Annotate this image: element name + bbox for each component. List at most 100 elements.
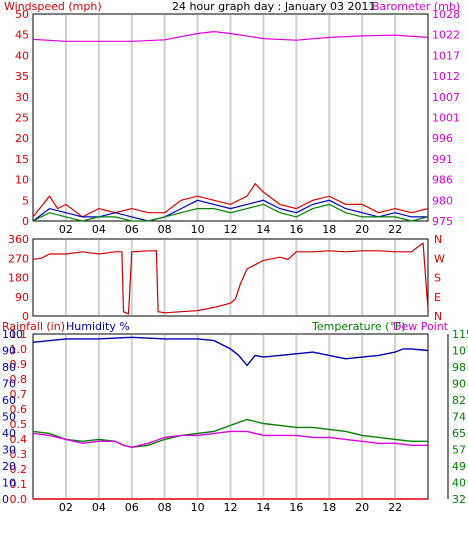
barometer-tick-label: 1001 (432, 112, 460, 125)
barometer-tick-label: 1012 (432, 70, 460, 83)
humidity-x-tick-label: 18 (322, 501, 336, 514)
barometer-tick-label: 986 (432, 174, 453, 187)
humidity-tick-label: 30 (2, 444, 16, 457)
rainfall-label: Rainfall (in) (2, 320, 65, 333)
rainfall-tick-label: 0.3 (10, 448, 28, 461)
windspeed-tick-label: 35 (15, 70, 29, 83)
wind-x-tick-label: 04 (92, 223, 106, 236)
rainfall-tick-label: 0.9 (10, 358, 28, 371)
temperature-tick-label: 65 (452, 427, 466, 440)
rainfall-tick-label: 0.8 (10, 373, 28, 386)
windspeed-tick-label: 20 (15, 132, 29, 145)
wind-x-tick-label: 20 (355, 223, 369, 236)
barometer-tick-label: 1028 (432, 8, 460, 21)
humidity-tick-label: 90 (2, 345, 16, 358)
barometer-tick-label: 1007 (432, 91, 460, 104)
windspeed-tick-label: 45 (15, 29, 29, 42)
humidity-tick-label: 80 (2, 361, 16, 374)
humidity-tick-label: 20 (2, 460, 16, 473)
windspeed-tick-label: 5 (22, 194, 29, 207)
humidity-x-tick-label: 08 (158, 501, 172, 514)
temperature-line (32, 418, 428, 449)
rainfall-tick-label: 0.6 (10, 403, 28, 416)
barometer-tick-label: 975 (432, 215, 453, 228)
temperature-tick-label: 98 (452, 361, 466, 374)
rainfall-tick-label: 0.5 (10, 418, 28, 431)
temperature-tick-label: 90 (452, 378, 466, 391)
direction-tick-label: 270 (8, 252, 29, 265)
windspeed-tick-label: 40 (15, 49, 29, 62)
barometer-tick-label: 980 (432, 194, 453, 207)
windspeed-tick-label: 30 (15, 91, 29, 104)
humidity-tick-label: 100 (2, 328, 23, 341)
humidity-x-tick-label: 16 (289, 501, 303, 514)
humidity-tick-label: 10 (2, 477, 16, 490)
compass-tick-label: S (434, 272, 441, 285)
direction-tick-label: 90 (15, 291, 29, 304)
humidity-tick-label: 0 (2, 493, 9, 506)
direction-tick-label: 180 (8, 272, 29, 285)
rainfall-tick-label: 0.4 (10, 433, 28, 446)
compass-tick-label: N (434, 310, 442, 323)
wind-x-tick-label: 12 (224, 223, 238, 236)
wind-x-tick-label: 16 (289, 223, 303, 236)
wind-x-tick-label: 06 (125, 223, 139, 236)
humidity-tick-label: 40 (2, 427, 16, 440)
barometer-tick-label: 1017 (432, 49, 460, 62)
barometer-label: Barometer (mb) (372, 0, 460, 13)
wind-direction-line (32, 242, 429, 315)
chart-title: 24 hour graph day : January 03 2011 (172, 0, 376, 13)
humidity-x-tick-label: 12 (224, 501, 238, 514)
humidity-x-tick-label: 06 (125, 501, 139, 514)
temperature-tick-label: 57 (452, 444, 466, 457)
windspeed-tick-label: 50 (15, 8, 29, 21)
rainfall-tick-label: 1.0 (10, 343, 28, 356)
dewpoint-label: Dew Point (393, 320, 449, 333)
windspeed-tick-label: 0 (22, 215, 29, 228)
windspeed-line (32, 203, 429, 222)
humidity-x-tick-label: 22 (388, 501, 402, 514)
wind-x-tick-label: 08 (158, 223, 172, 236)
humidity-tick-label: 50 (2, 411, 16, 424)
barometer-tick-label: 996 (432, 132, 453, 145)
direction-tick-label: 0 (22, 310, 29, 323)
windspeed-line (32, 182, 429, 218)
temperature-tick-label: 74 (452, 411, 466, 424)
temperature-label: Temperature (°F) (311, 320, 406, 333)
temperature-tick-label: 115 (452, 328, 468, 341)
temperature-tick-label: 82 (452, 394, 466, 407)
compass-tick-label: N (434, 233, 442, 246)
wind-x-tick-label: 18 (322, 223, 336, 236)
direction-tick-label: 360 (8, 233, 29, 246)
windspeed-tick-label: 25 (15, 112, 29, 125)
windspeed-tick-label: 15 (15, 153, 29, 166)
humidity-label: Humidity % (66, 320, 130, 333)
rainfall-tick-label: 0.0 (10, 493, 28, 506)
humidity-x-tick-label: 04 (92, 501, 106, 514)
windspeed-label: Windspeed (mph) (4, 0, 102, 13)
wind-x-tick-label: 02 (59, 223, 73, 236)
humidity-line (32, 336, 429, 367)
dewpoint-line (32, 430, 428, 449)
temperature-tick-label: 40 (452, 477, 466, 490)
temperature-tick-label: 32 (452, 493, 466, 506)
rainfall-tick-label: 0.7 (10, 388, 28, 401)
humidity-x-tick-label: 20 (355, 501, 369, 514)
humidity-tick-label: 70 (2, 378, 16, 391)
barometer-tick-label: 1022 (432, 29, 460, 42)
wind-x-tick-label: 22 (388, 223, 402, 236)
humidity-x-tick-label: 10 (191, 501, 205, 514)
temperature-tick-label: 107 (452, 345, 468, 358)
humidity-x-tick-label: 14 (256, 501, 270, 514)
barometer-tick-label: 991 (432, 153, 453, 166)
rainfall-tick-label: 0.2 (10, 463, 28, 476)
windspeed-tick-label: 10 (15, 174, 29, 187)
temperature-tick-label: 49 (452, 460, 466, 473)
barometer-line (32, 30, 429, 42)
compass-tick-label: E (434, 291, 441, 304)
rainfall-tick-label: 0.1 (10, 478, 28, 491)
humidity-tick-label: 60 (2, 394, 16, 407)
compass-tick-label: W (434, 252, 445, 265)
